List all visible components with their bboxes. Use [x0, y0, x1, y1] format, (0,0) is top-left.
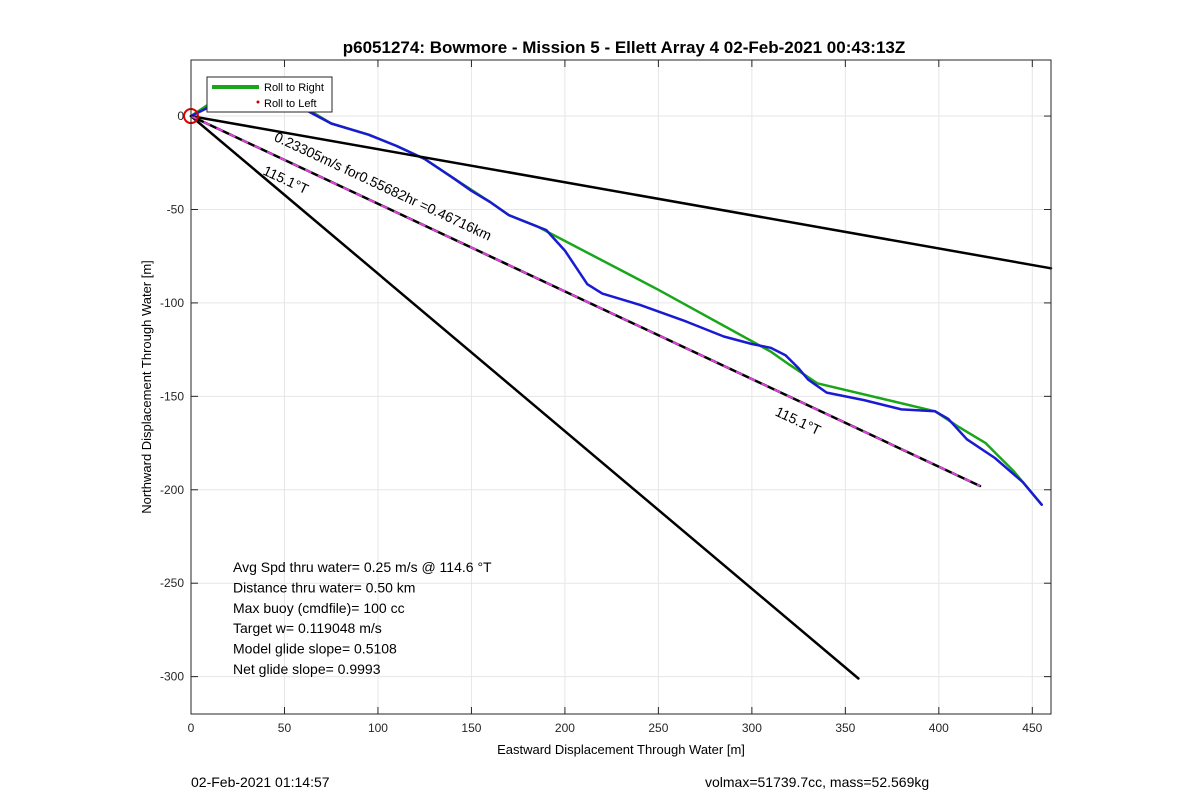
- legend-layer: Roll to Right Roll to Left: [206, 76, 333, 113]
- axes-layer: 0 50 100 150 200 250 300 350 400 450 0 -50 -100 -150 -…: [160, 59, 1052, 735]
- y-tick-label: -200: [160, 483, 184, 497]
- x-tick-label: 50: [278, 721, 292, 735]
- y-tick-label: -250: [160, 576, 184, 590]
- stat-line-0: Avg Spd thru water= 0.25 m/s @ 114.6 °T: [233, 559, 492, 575]
- stat-line-5: Net glide slope= 0.9993: [233, 661, 381, 677]
- legend-label-roll-to-right: Roll to Right: [264, 82, 324, 94]
- y-tick-label: -50: [167, 202, 185, 216]
- stat-line-3: Target w= 0.119048 m/s: [233, 620, 382, 636]
- legend-box: [206, 76, 333, 113]
- x-tick-label: 250: [648, 721, 668, 735]
- stat-line-2: Max buoy (cmdfile)= 100 cc: [233, 600, 405, 616]
- reference-line-2: [189, 114, 1053, 270]
- plot-frame: [191, 60, 1051, 714]
- stats-layer: Avg Spd thru water= 0.25 m/s @ 114.6 °T D…: [233, 559, 492, 677]
- stat-line-1: Distance thru water= 0.50 km: [233, 579, 415, 595]
- x-tick-label: 400: [929, 721, 949, 735]
- x-tick-label: 350: [835, 721, 855, 735]
- reference-line-3: [189, 114, 860, 680]
- footer-timestamp: 02-Feb-2021 01:14:57: [191, 774, 330, 790]
- y-tick-label: -150: [160, 389, 184, 403]
- x-tick-label: 200: [555, 721, 575, 735]
- axes-box: [190, 59, 1052, 715]
- chart-title: p6051274: Bowmore - Mission 5 - Ellett A…: [343, 38, 906, 57]
- y-tick-label: -300: [160, 670, 184, 684]
- y-tick-label: 0: [177, 109, 184, 123]
- stat-line-4: Model glide slope= 0.5108: [233, 641, 397, 657]
- x-tick-label: 300: [742, 721, 762, 735]
- legend-swatch-roll-to-left: [256, 100, 260, 104]
- legend-label-roll-to-left: Roll to Left: [264, 98, 317, 110]
- x-tick-label: 150: [461, 721, 481, 735]
- footer-volmax-mass: volmax=51739.7cc, mass=52.569kg: [705, 774, 930, 790]
- y-axis-label: Northward Displacement Through Water [m]: [139, 260, 154, 514]
- grid: [190, 60, 1051, 714]
- x-axis-label: Eastward Displacement Through Water [m]: [497, 742, 745, 757]
- x-tick-label: 450: [1022, 721, 1042, 735]
- y-tick-label: -100: [160, 296, 184, 310]
- reference-line-4-dash: [190, 115, 981, 487]
- x-tick-label: 0: [188, 721, 195, 735]
- x-tick-label: 100: [368, 721, 388, 735]
